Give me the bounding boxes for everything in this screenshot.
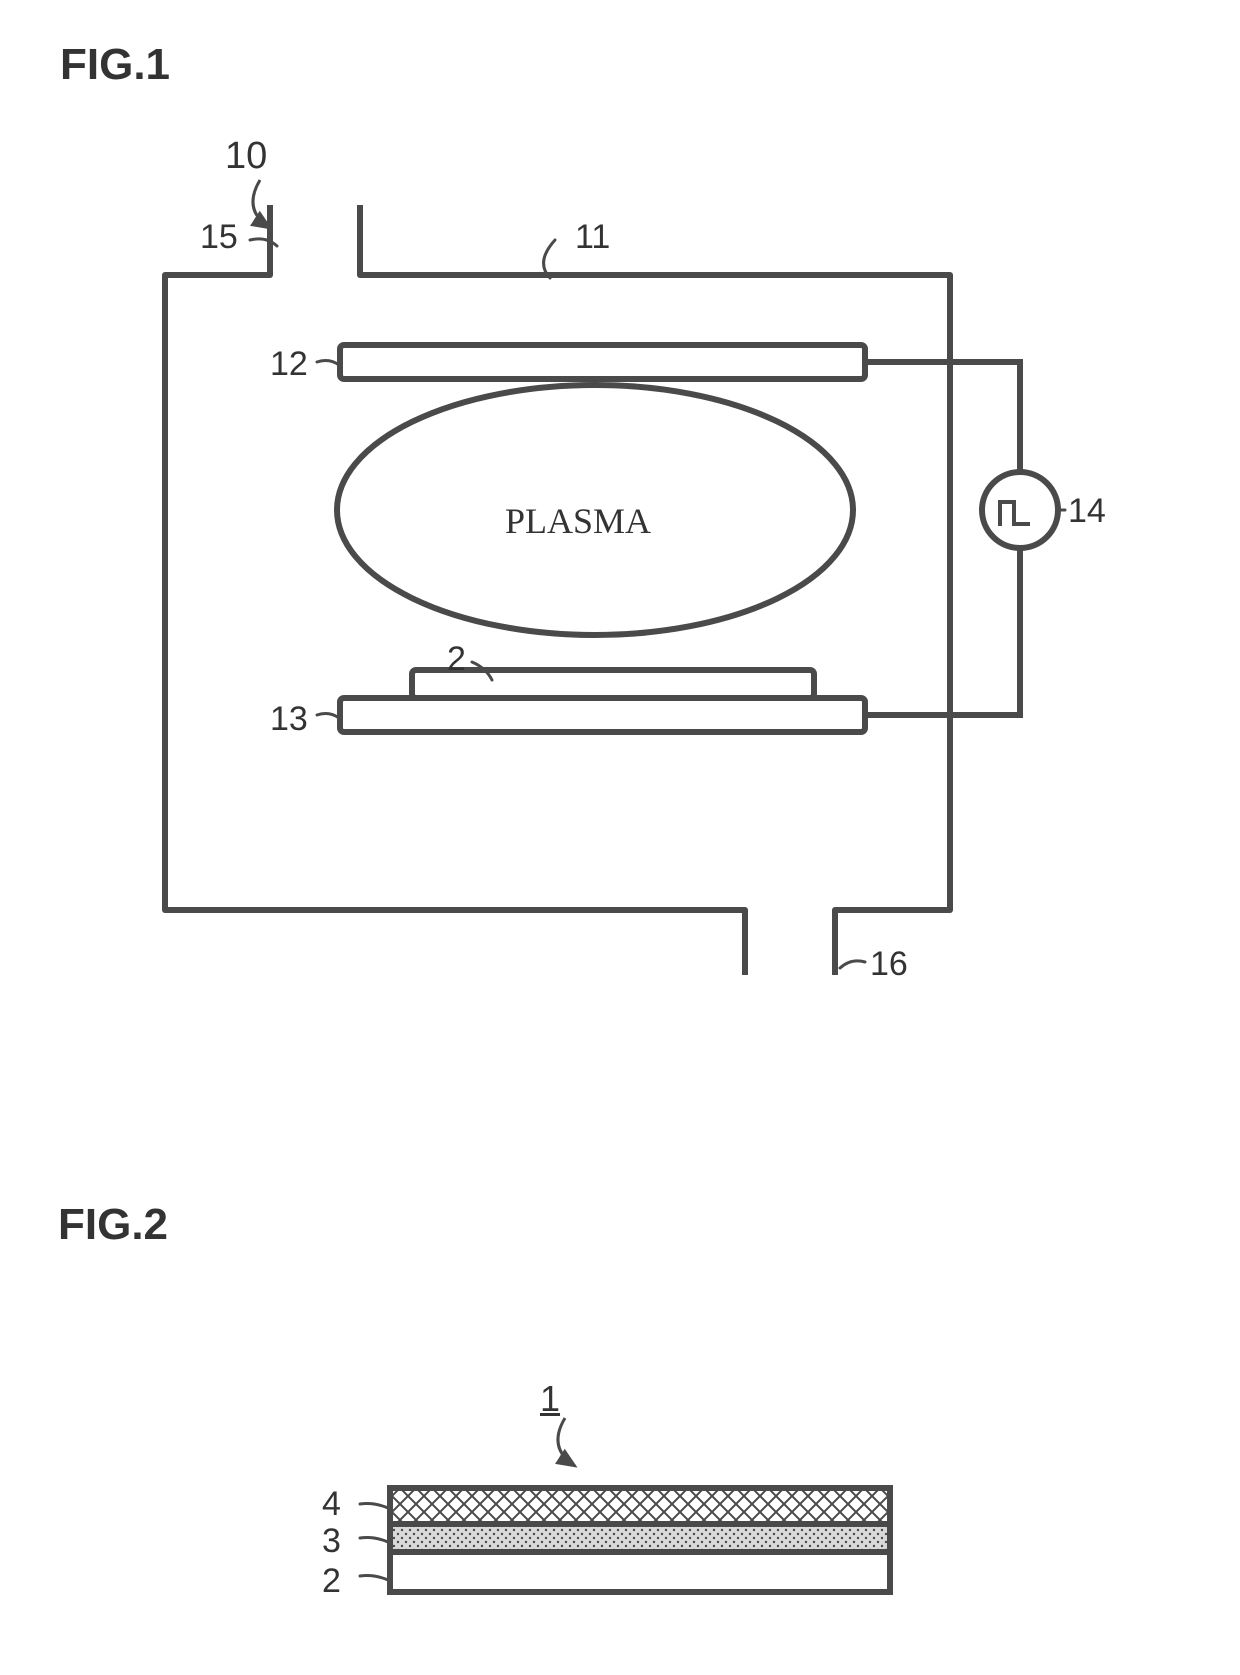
ref-2b: 2 <box>322 1562 341 1601</box>
fig1-label: FIG.1 <box>60 40 170 90</box>
diagram-canvas <box>0 0 1240 1675</box>
plasma-text: PLASMA <box>505 500 651 542</box>
fig2-label: FIG.2 <box>58 1200 168 1250</box>
ref-10: 10 <box>225 135 267 178</box>
ref-13: 13 <box>270 700 308 739</box>
ref-1: 1 <box>540 1378 560 1420</box>
ref-15: 15 <box>200 218 238 257</box>
ref-14: 14 <box>1068 492 1106 531</box>
ref-16: 16 <box>870 945 908 984</box>
ref-3: 3 <box>322 1522 341 1561</box>
ref-2a: 2 <box>447 640 466 679</box>
ref-12: 12 <box>270 345 308 384</box>
ref-4: 4 <box>322 1485 341 1524</box>
ref-11: 11 <box>575 218 610 257</box>
